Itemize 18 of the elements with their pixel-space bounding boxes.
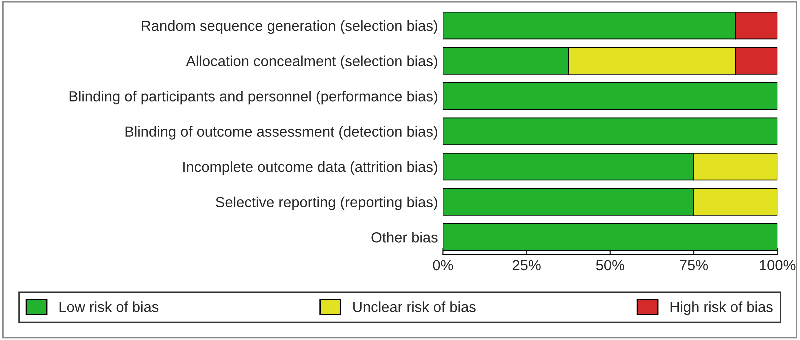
y-tick-label: Allocation concealment (selection bias) [186,56,438,70]
y-tick-label: Selective reporting (reporting bias) [216,196,438,210]
bar [443,82,778,110]
y-tick-label: Blinding of participants and personnel (performance bias) [70,91,438,105]
bar [443,224,778,252]
legend-label: Unclear risk of bias [354,302,476,312]
x-tick-label: 0% [433,260,454,271]
x-tick-label: 50% [596,260,624,271]
y-tick-label: Other bias [372,232,438,243]
y-tick-label: Random sequence generation (selection bias) [142,20,438,34]
y-tick-label: Blinding of outcome assessment (detection bias) [126,126,438,140]
y-tick-label: Incomplete outcome data (attrition bias) [184,162,438,176]
x-tick-label: 100% [760,260,796,271]
x-tick-label: 75% [680,260,708,271]
bar [443,118,778,146]
legend-label: High risk of bias [670,302,773,316]
x-tick-label: 25% [512,260,541,271]
legend-label: Low risk of bias [60,302,159,312]
